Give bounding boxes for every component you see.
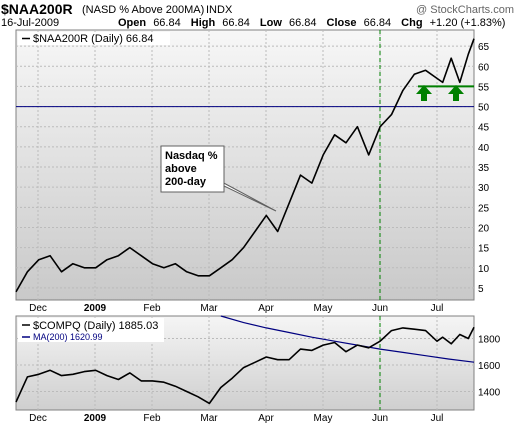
open-value: 66.84 — [153, 17, 181, 29]
x-tick-label: Jul — [431, 303, 444, 314]
y-tick-label: 1600 — [478, 361, 501, 372]
chart-exchange: INDX — [206, 4, 233, 16]
y-tick-label: 15 — [478, 244, 490, 255]
x-tick-label: Jun — [372, 303, 388, 314]
compq-legend: $COMPQ (Daily) 1885.03 — [33, 320, 158, 332]
y-tick-label: 1800 — [478, 335, 501, 346]
y-tick-label: 20 — [478, 223, 490, 234]
x-tick-label: Dec — [29, 303, 47, 314]
y-tick-label: 30 — [478, 183, 490, 194]
ma-legend: MA(200) 1620.99 — [33, 332, 103, 342]
chg-label: Chg — [401, 17, 422, 29]
naa200r-series-line — [15, 38, 475, 293]
callout-line-1: Nasdaq % — [165, 150, 218, 162]
x-tick-label: Apr — [258, 413, 274, 424]
ma200-series-line — [220, 315, 475, 363]
x-tick-label: 2009 — [84, 303, 107, 314]
watermark: @ StockCharts.com — [416, 4, 514, 16]
x-tick-label: Mar — [200, 413, 218, 424]
x-tick-label: Dec — [29, 413, 47, 424]
close-value: 66.84 — [364, 17, 392, 29]
compq-panel: 1400 1600 1800 Dec 2009 Feb Mar Apr May Jun Jul $… — [15, 315, 501, 424]
close-label: Close — [327, 17, 357, 29]
x-tick-label: Jul — [431, 413, 444, 424]
naa200r-plot-area — [15, 29, 475, 301]
y-tick-label: 45 — [478, 123, 490, 134]
chart-date: 16-Jul-2009 — [1, 17, 59, 29]
x-tick-label: May — [314, 303, 333, 314]
x-tick-label: Jun — [372, 413, 388, 424]
x-tick-label: May — [314, 413, 333, 424]
chart-name: (NASD % Above 200MA) — [82, 4, 204, 16]
low-value: 66.84 — [289, 17, 317, 29]
y-tick-label: 40 — [478, 143, 490, 154]
x-tick-label: Mar — [200, 303, 218, 314]
naa200r-legend: $NAA200R (Daily) 66.84 — [33, 33, 153, 45]
y-tick-label: 10 — [478, 264, 490, 275]
chg-value: +1.20 (+1.83%) — [430, 17, 506, 29]
naa200r-panel: 5 10 15 20 25 30 35 40 45 50 55 60 65 Dec 2009 Feb Mar A… — [15, 29, 490, 314]
y-tick-label: 50 — [478, 103, 490, 114]
x-tick-label: Feb — [143, 413, 161, 424]
low-label: Low — [260, 17, 282, 29]
y-tick-label: 55 — [478, 82, 490, 93]
high-label: High — [191, 17, 216, 29]
y-tick-label: 65 — [478, 42, 490, 53]
naa200r-legend-box — [18, 32, 170, 45]
ohlc-line: Open 66.84 High 66.84 Low 66.84 Close 66… — [118, 17, 505, 29]
y-tick-label: 60 — [478, 62, 490, 73]
chart-symbol: $NAA200R — [1, 1, 73, 17]
callout-line-2: above — [165, 163, 197, 175]
high-value: 66.84 — [222, 17, 250, 29]
compq-legend-box — [18, 318, 164, 342]
up-arrow-icon — [416, 85, 432, 101]
annotation-callout: Nasdaq % above 200-day — [160, 145, 277, 212]
y-tick-label: 1400 — [478, 387, 501, 398]
compq-series-line — [15, 326, 475, 405]
x-tick-label: Feb — [143, 303, 161, 314]
x-tick-label: 2009 — [84, 413, 107, 424]
y-tick-label: 5 — [478, 284, 484, 295]
callout-line-3: 200-day — [165, 176, 207, 188]
callout-box — [160, 145, 225, 193]
open-label: Open — [118, 17, 146, 29]
up-arrow-icon — [448, 85, 464, 101]
y-tick-label: 25 — [478, 203, 490, 214]
y-tick-label: 35 — [478, 163, 490, 174]
x-tick-label: Apr — [258, 303, 274, 314]
